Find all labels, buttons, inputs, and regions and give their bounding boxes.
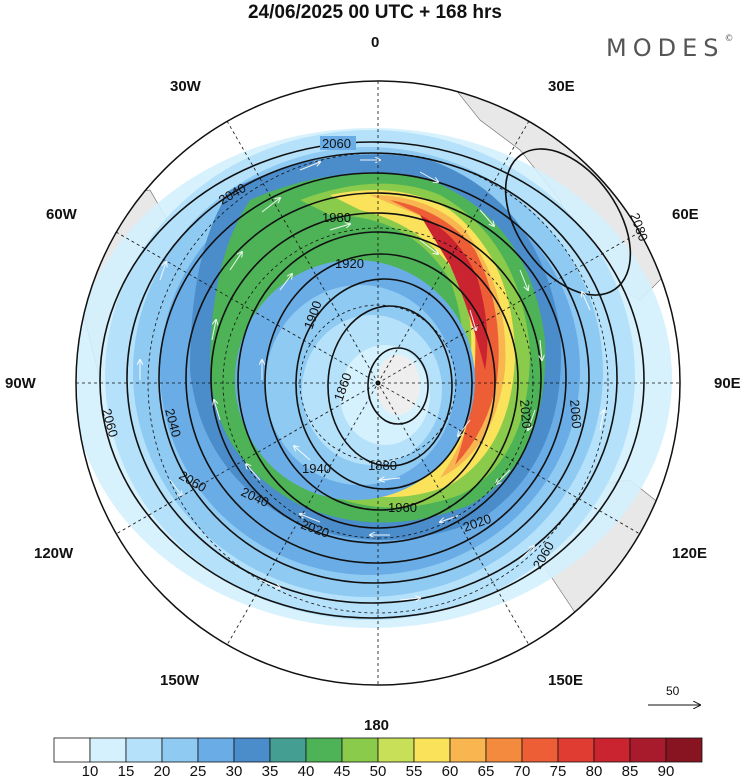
colorbar-swatch [449,737,487,763]
colorbar-tick-label: 70 [513,763,531,780]
label-lon-120e: 120E [672,545,708,562]
label-lon-180: 180 [364,717,390,734]
colorbar-swatch [161,737,199,763]
colorbar-swatch [53,737,91,763]
colorbar-swatch [593,737,631,763]
colorbar-swatch [557,737,595,763]
svg-text:1980: 1980 [322,210,351,225]
label-lon-60w: 60W [46,206,77,223]
label-lon-150e: 150E [548,672,584,689]
brand-logo: MODES© [606,34,734,62]
colorbar-tick-label: 40 [297,763,315,780]
svg-text:2040: 2040 [162,407,184,439]
colorbar-swatch [485,737,523,763]
colorbar-swatch [305,737,343,763]
svg-text:2060: 2060 [567,399,584,429]
map-title: 24/06/2025 00 UTC + 168 hrs [247,2,503,23]
colorbar-tick-label: 25 [189,763,207,780]
svg-text:1940: 1940 [302,461,331,476]
colorbar-swatch [269,737,307,763]
colorbar-swatch [125,737,163,763]
colorbar-tick-label: 80 [585,763,603,780]
colorbar-swatch [89,737,127,763]
colorbar-tick-label: 35 [261,763,279,780]
label-lon-90e: 90E [714,375,741,392]
colorbar-tick-label: 75 [549,763,567,780]
colorbar-tick-label: 60 [441,763,459,780]
colorbar-tick-label: 45 [333,763,351,780]
colorbar-swatch [413,737,451,763]
colorbar-swatch [629,737,667,763]
svg-text:1920: 1920 [335,256,364,271]
label-lon-60e: 60E [672,206,699,223]
reference-vector-label: 50 [666,684,680,698]
svg-text:2060: 2060 [322,136,351,151]
colorbar-tick-label: 55 [405,763,423,780]
label-lon-150w: 150W [160,672,200,689]
colorbar-tick-label: 10 [81,763,99,780]
colorbar-tick-label: 50 [369,763,387,780]
colorbar-swatch [341,737,379,763]
colorbar-tick-label: 30 [225,763,243,780]
colorbar-tick-label: 20 [153,763,171,780]
colorbar [53,737,703,763]
colorbar-swatch [665,737,703,763]
colorbar-tick-label: 90 [657,763,675,780]
svg-text:1960: 1960 [388,500,417,515]
label-lon-120w: 120W [34,545,74,562]
wind-speed-fill [76,81,680,651]
label-lon-90w: 90W [5,375,36,392]
colorbar-swatch [377,737,415,763]
svg-text:2020: 2020 [517,399,534,429]
svg-text:1880: 1880 [368,458,397,473]
label-lon-30e: 30E [548,78,575,95]
label-lon-30w: 30W [170,78,201,95]
colorbar-tick-label: 85 [621,763,639,780]
colorbar-swatch [197,737,235,763]
label-lon-0: 0 [371,34,380,51]
svg-text:2060: 2060 [99,407,121,439]
colorbar-swatch [521,737,559,763]
colorbar-swatch [233,737,271,763]
colorbar-tick-label: 65 [477,763,495,780]
colorbar-tick-label: 15 [117,763,135,780]
